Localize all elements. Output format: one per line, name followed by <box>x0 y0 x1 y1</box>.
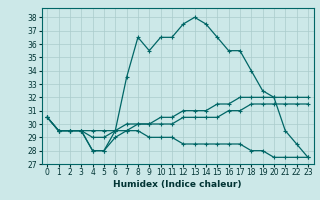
X-axis label: Humidex (Indice chaleur): Humidex (Indice chaleur) <box>113 180 242 189</box>
